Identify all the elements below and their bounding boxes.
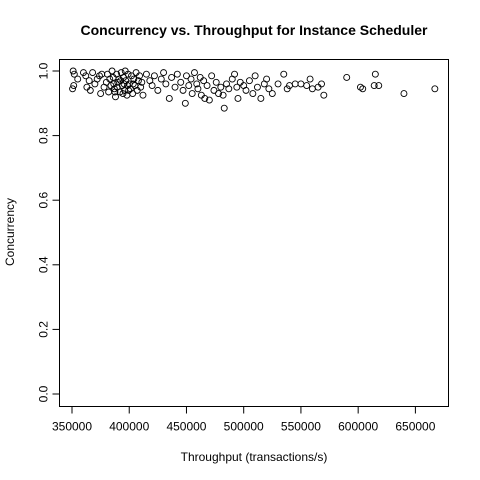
x-tick-label: 550000 — [281, 420, 321, 434]
x-tick-label: 500000 — [224, 420, 264, 434]
data-point — [182, 100, 188, 106]
data-point — [110, 74, 116, 80]
data-point — [275, 81, 281, 87]
data-point — [87, 87, 93, 93]
data-point — [169, 74, 175, 80]
data-point — [243, 87, 249, 93]
data-point — [188, 76, 194, 82]
data-point — [178, 79, 184, 85]
data-point — [174, 71, 180, 77]
data-point — [344, 74, 350, 80]
x-tick-label: 600000 — [338, 420, 378, 434]
data-point — [189, 91, 195, 97]
x-tick-label: 350000 — [52, 420, 92, 434]
data-point — [198, 92, 204, 98]
data-point — [151, 73, 157, 79]
data-point — [246, 78, 252, 84]
data-point — [258, 95, 264, 101]
data-point — [163, 81, 169, 87]
data-point — [197, 74, 203, 80]
data-point — [166, 95, 172, 101]
data-point — [269, 91, 275, 97]
data-point — [209, 73, 215, 79]
data-point — [304, 83, 310, 89]
y-tick-label: 0.2 — [37, 321, 51, 338]
data-point — [180, 87, 186, 93]
data-point — [143, 71, 149, 77]
y-tick-label: 0.4 — [37, 256, 51, 273]
data-points — [70, 68, 438, 111]
data-point — [75, 76, 81, 82]
data-point — [155, 87, 161, 93]
data-point — [432, 86, 438, 92]
data-point — [84, 84, 90, 90]
data-point — [372, 71, 378, 77]
y-axis-label: Concurrency — [3, 198, 17, 266]
data-point — [161, 70, 167, 76]
y-tick-label: 0.6 — [37, 192, 51, 209]
data-point — [204, 83, 210, 89]
data-point — [376, 83, 382, 89]
y-tick-label: 0.8 — [37, 127, 51, 144]
data-point — [90, 70, 96, 76]
x-tick-label: 650000 — [395, 420, 435, 434]
x-axis-label: Throughput (transactions/s) — [181, 450, 328, 464]
x-axis: 350000 400000 450000 500000 550000 600000 6500… — [52, 407, 436, 434]
data-point — [250, 91, 256, 97]
data-point — [264, 76, 270, 82]
data-point — [149, 83, 155, 89]
data-point — [98, 91, 104, 97]
data-point — [106, 89, 112, 95]
data-point — [319, 81, 325, 87]
data-point — [133, 70, 139, 76]
data-point — [221, 105, 227, 111]
data-point — [232, 71, 238, 77]
y-axis: 0.0 0.2 0.4 0.6 0.8 1.0 — [37, 62, 60, 402]
data-point — [281, 71, 287, 77]
data-point — [186, 83, 192, 89]
data-point — [86, 78, 92, 84]
data-point — [307, 76, 313, 82]
data-point — [237, 79, 243, 85]
data-point — [191, 70, 197, 76]
data-point — [315, 84, 321, 90]
chart-title: Concurrency vs. Throughput for Instance … — [81, 22, 428, 38]
plot-frame — [60, 60, 449, 407]
x-tick-label: 450000 — [166, 420, 206, 434]
data-point — [309, 86, 315, 92]
data-point — [140, 92, 146, 98]
data-point — [298, 81, 304, 87]
data-point — [292, 81, 298, 87]
data-point — [134, 87, 140, 93]
data-point — [213, 79, 219, 85]
data-point — [218, 84, 224, 90]
data-point — [235, 95, 241, 101]
y-tick-label: 0.0 — [37, 385, 51, 402]
data-point — [172, 84, 178, 90]
data-point — [254, 84, 260, 90]
data-point — [401, 91, 407, 97]
data-point — [226, 86, 232, 92]
data-point — [158, 76, 164, 82]
x-tick-label: 400000 — [109, 420, 149, 434]
y-tick-label: 1.0 — [37, 62, 51, 79]
data-point — [252, 73, 258, 79]
data-point — [321, 92, 327, 98]
